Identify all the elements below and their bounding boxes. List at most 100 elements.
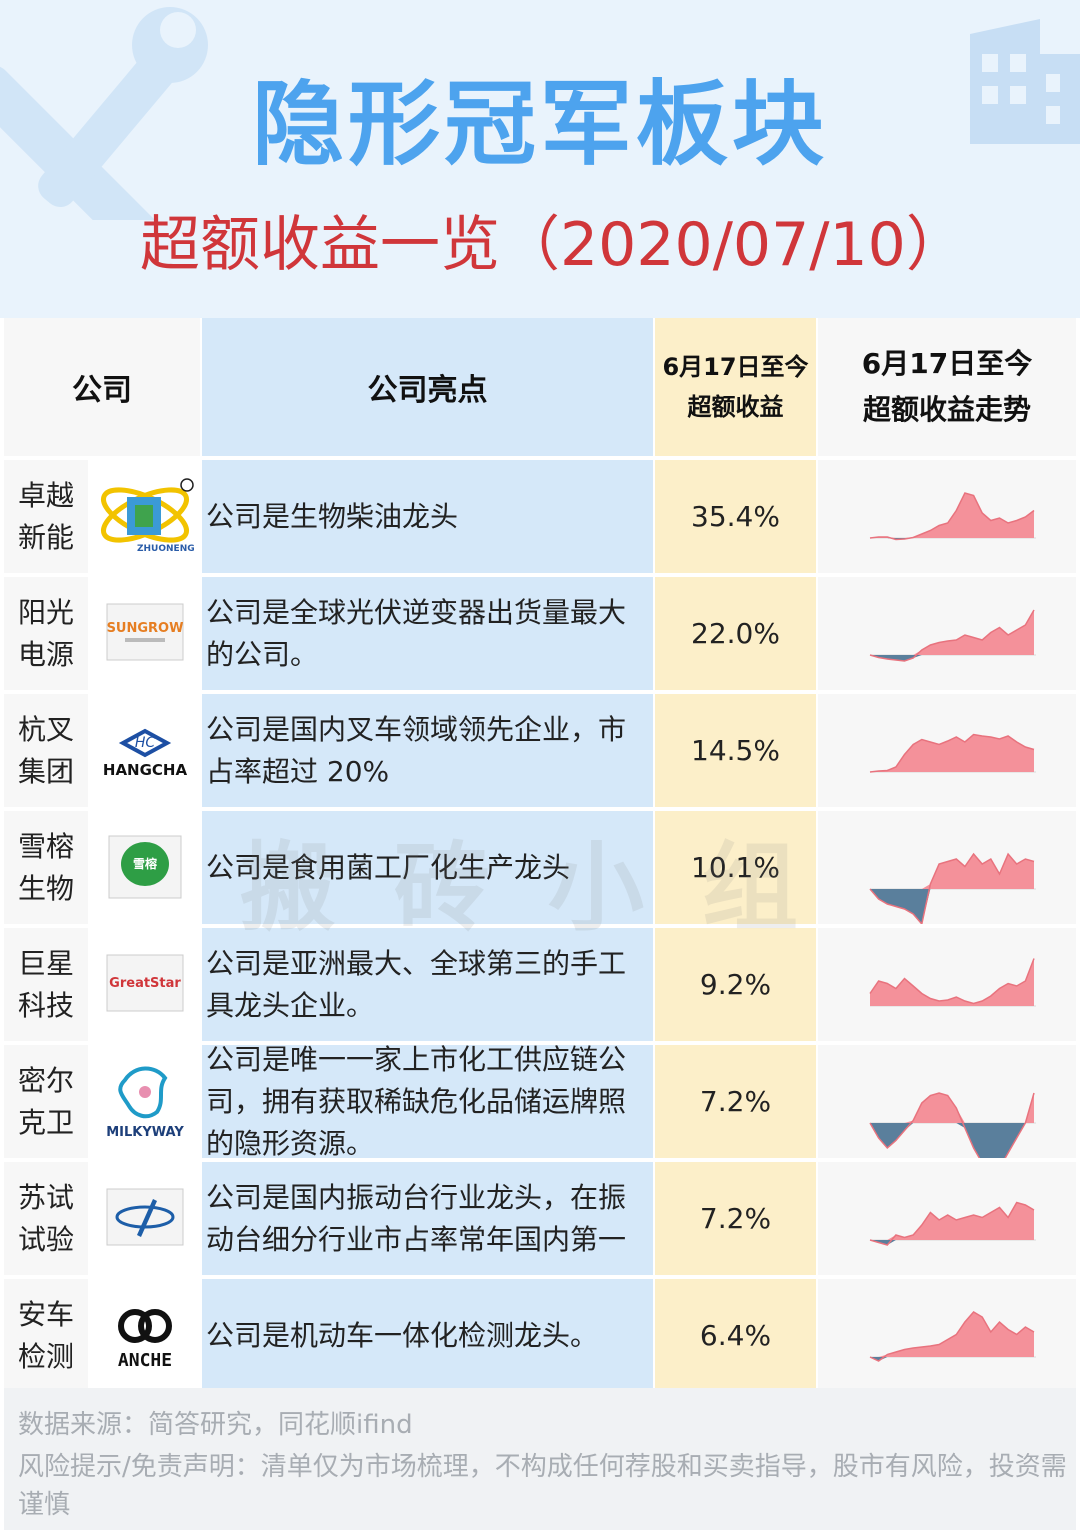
- company-highlight-text: 公司是全球光伏逆变器出货量最大的公司。: [206, 595, 627, 671]
- trend-chart: [869, 958, 1036, 1007]
- trend-positive-area: [870, 493, 1034, 538]
- header-highlight: 公司亮点: [202, 318, 653, 456]
- svg-text:HC: HC: [135, 735, 156, 751]
- company-name-line2: 集团: [17, 754, 74, 788]
- trend-positive-area: [870, 610, 1034, 655]
- company-logo: ANCHE: [90, 1279, 200, 1392]
- company-highlight-text: 公司是机动车一体化检测龙头。: [206, 1318, 599, 1352]
- company-name-line1: 安车: [17, 1297, 74, 1331]
- trend-chart: [869, 1201, 1036, 1246]
- company-name-line2: 电源: [17, 637, 74, 671]
- company-logo: 雪榕: [90, 811, 200, 924]
- header-company: 公司: [4, 318, 200, 456]
- table-row: 巨星科技 GreatStar 公司是亚洲最大、全球第三的手工具龙头企业。 9.2%: [0, 928, 1080, 1041]
- company-highlight-text: 公司是生物柴油龙头: [206, 499, 459, 533]
- company-highlight-text: 公司是食用菌工厂化生产龙头: [206, 850, 571, 884]
- company-name-line1: 苏试: [17, 1180, 74, 1214]
- risk-disclaimer: 风险提示/免责声明：清单仅为市场梳理，不构成任何荐股和买卖指导，股市有风险，投资…: [18, 1452, 1067, 1520]
- sushi-logo: [106, 1188, 184, 1245]
- company-name: 阳光 电源: [4, 577, 88, 690]
- trend-negative-area: [870, 1123, 1034, 1158]
- trend-line: [869, 1311, 1035, 1362]
- anche-logo: ANCHE: [118, 1308, 172, 1371]
- xuerong-logo: 雪榕: [108, 835, 182, 898]
- excess-return-trend: [818, 1162, 1076, 1275]
- trend-chart: [869, 1311, 1036, 1362]
- trend-chart: [869, 733, 1036, 773]
- trend-chart: [869, 609, 1036, 662]
- company-name: 苏试 试验: [4, 1162, 88, 1275]
- excess-return-trend: [818, 811, 1076, 924]
- company-name-line2: 检测: [17, 1339, 74, 1373]
- trend-line: [869, 609, 1035, 662]
- table-row: 苏试试验 公司是国内振动台行业龙头，在振动台细分行业市占率常年国内第一 7.2%: [0, 1162, 1080, 1275]
- company-name: 安车 检测: [4, 1279, 88, 1392]
- excess-return-trend: [818, 694, 1076, 807]
- trend-line: [869, 1092, 1035, 1158]
- table-header-row: 公司 公司亮点 6月17日至今 超额收益 6月17日至今 超额收益走势: [0, 318, 1080, 456]
- header-return-line2: 超额收益: [687, 393, 784, 421]
- trend-negative-area: [870, 889, 1034, 924]
- company-name-line2: 克卫: [17, 1105, 74, 1139]
- company-highlight-text: 公司是唯一一家上市化工供应链公司，拥有获取稀缺危化品储运牌照的隐形资源。: [206, 1042, 627, 1160]
- table-row: 杭叉 集团 HC HANGCHA 公司是国内叉车领域领先企业，市占率超过 20% 14.5…: [0, 694, 1080, 807]
- company-name-line2: 科技: [17, 988, 74, 1022]
- table-row: 卓越 新能 ZHUONENG 公司是生物柴油龙头 35.4%: [0, 460, 1080, 573]
- company-name: 巨星 科技: [4, 928, 88, 1041]
- trend-negative-area: [870, 1357, 1034, 1361]
- excess-return-trend: [818, 1279, 1076, 1392]
- company-name: 雪榕 生物: [4, 811, 88, 924]
- company-name-line2: 新能: [17, 520, 74, 554]
- trend-negative-area: [870, 655, 1034, 661]
- company-logo: GreatStar: [90, 928, 200, 1041]
- header-trend-line1: 6月17日至今: [861, 347, 1033, 380]
- logo-text: ZHUONENG: [137, 544, 195, 554]
- excess-return: 7.2%: [655, 1162, 816, 1275]
- greatstar-logo: GreatStar: [106, 954, 184, 1011]
- logo-text: GreatStar: [109, 976, 181, 991]
- company-name-line1: 杭叉: [17, 712, 74, 746]
- trend-line: [869, 958, 1035, 1005]
- header-trend: 6月17日至今 超额收益走势: [818, 318, 1076, 456]
- company-name: 密尔 克卫: [4, 1045, 88, 1158]
- trend-line: [869, 492, 1035, 541]
- excess-return: 22.0%: [655, 577, 816, 690]
- company-highlight: 公司是食用菌工厂化生产龙头: [202, 811, 653, 924]
- company-logo: ZHUONENG: [90, 460, 200, 573]
- company-name-line2: 试验: [17, 1222, 74, 1256]
- company-highlight: 公司是亚洲最大、全球第三的手工具龙头企业。: [202, 928, 653, 1041]
- data-source-note: 数据来源：简答研究，同花顺ifind: [18, 1410, 413, 1440]
- trend-chart: [869, 1092, 1036, 1158]
- table-row: 雪榕 生物 雪榕 公司是食用菌工厂化生产龙头 10.1%: [0, 811, 1080, 924]
- sungrow-logo: SUNGROW: [106, 603, 184, 660]
- company-name: 卓越 新能: [4, 460, 88, 573]
- excess-return: 7.2%: [655, 1045, 816, 1158]
- milkyway-logo: MILKYWAY: [106, 1066, 184, 1140]
- company-name-line1: 雪榕: [17, 829, 74, 863]
- trend-positive-area: [870, 1202, 1034, 1240]
- company-highlight: 公司是全球光伏逆变器出货量最大的公司。: [202, 577, 653, 690]
- company-logo: HC HANGCHA: [90, 694, 200, 807]
- excess-return: 9.2%: [655, 928, 816, 1041]
- company-name-line1: 巨星: [17, 946, 74, 980]
- company-highlight: 公司是机动车一体化检测龙头。: [202, 1279, 653, 1392]
- company-highlight: 公司是国内振动台行业龙头，在振动台细分行业市占率常年国内第一: [202, 1162, 653, 1275]
- wrench-screwdriver-icon: [0, 7, 208, 220]
- excess-return-trend: [818, 577, 1076, 690]
- trend-line: [869, 1201, 1035, 1246]
- trend-line: [869, 733, 1035, 773]
- logo-text: ANCHE: [118, 1350, 172, 1371]
- logo-text: MILKYWAY: [106, 1125, 184, 1140]
- company-highlight-text: 公司是亚洲最大、全球第三的手工具龙头企业。: [206, 946, 627, 1022]
- table-row: 阳光 电源 SUNGROW 公司是全球光伏逆变器出货量最大的公司。 22.0%: [0, 577, 1080, 690]
- company-name-line1: 密尔: [17, 1063, 74, 1097]
- trend-positive-area: [870, 734, 1034, 772]
- company-highlight-text: 公司是国内振动台行业龙头，在振动台细分行业市占率常年国内第一: [206, 1180, 627, 1256]
- company-logo: MILKYWAY: [90, 1045, 200, 1158]
- trend-negative-area: [870, 1240, 1034, 1245]
- header-return-line1: 6月17日至今: [662, 353, 809, 381]
- company-name-line1: 卓越: [17, 478, 74, 512]
- trend-chart: [869, 492, 1036, 541]
- company-name-line2: 生物: [17, 871, 74, 905]
- logo-text: HANGCHA: [103, 761, 188, 779]
